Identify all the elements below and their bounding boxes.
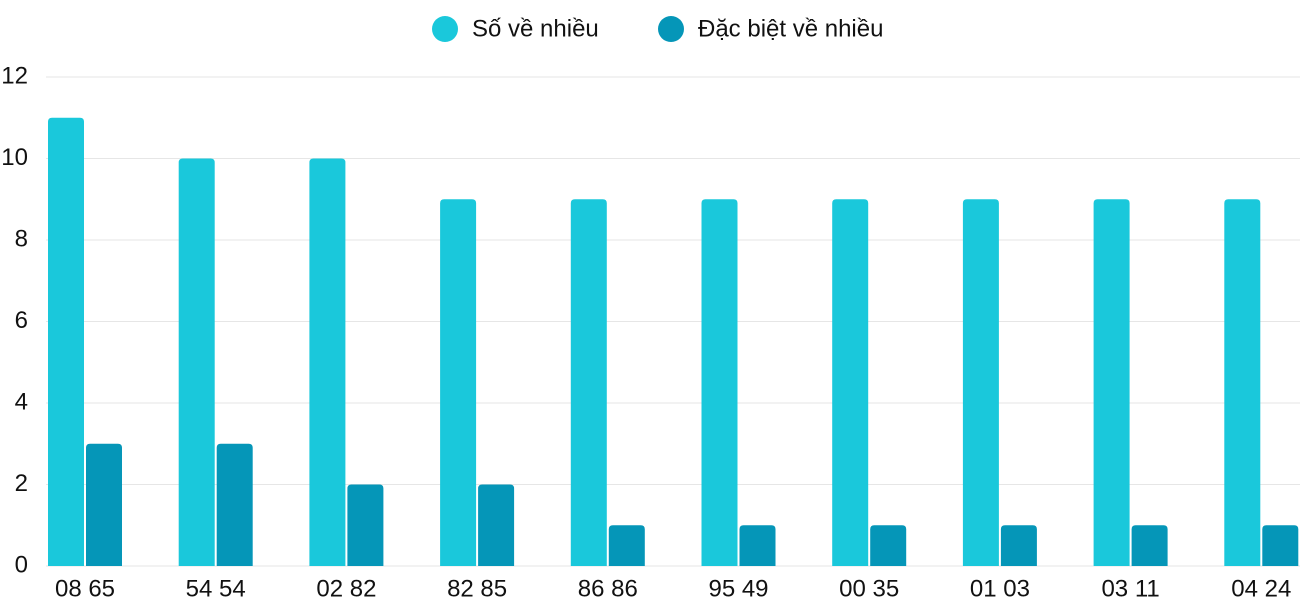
legend-label: Số về nhiều (472, 15, 599, 42)
x-tick-label: 04 24 (1231, 575, 1291, 600)
bar (962, 199, 999, 566)
legend-swatch (658, 16, 684, 42)
x-tick-label: 95 49 (708, 575, 768, 600)
y-tick-label: 6 (15, 307, 28, 334)
x-tick-label: 03 11 (1101, 575, 1159, 600)
bar (1093, 199, 1130, 566)
bar (1262, 525, 1299, 566)
x-tick-label: 86 86 (578, 575, 638, 600)
x-tick-label: 01 03 (970, 575, 1030, 600)
y-tick-label: 0 (15, 551, 28, 578)
x-tick-label: 00 35 (839, 575, 899, 600)
bar (1000, 525, 1037, 566)
bar (440, 199, 477, 566)
bar (870, 525, 907, 566)
bar (178, 158, 215, 566)
legend-label: Đặc biệt về nhiều (698, 15, 883, 42)
bar (347, 484, 384, 566)
x-tick-label: 82 85 (447, 575, 507, 600)
y-tick-label: 10 (1, 144, 28, 171)
x-tick-label: 54 54 (186, 575, 246, 600)
bar (570, 199, 607, 566)
legend-swatch (432, 16, 458, 42)
bar (309, 158, 346, 566)
bar (86, 443, 122, 566)
x-tick-label: 08 65 (55, 575, 115, 600)
bar (739, 525, 776, 566)
y-tick-label: 2 (15, 470, 28, 497)
x-tick-label: 02 82 (316, 575, 376, 600)
bar (478, 484, 515, 566)
bar (48, 117, 84, 566)
y-tick-label: 4 (15, 388, 28, 415)
bar (1224, 199, 1261, 566)
bar (701, 199, 738, 566)
bar (832, 199, 869, 566)
y-tick-label: 12 (1, 62, 28, 89)
y-tick-label: 8 (15, 225, 28, 252)
bar (1131, 525, 1168, 566)
bar (216, 443, 253, 566)
bar (608, 525, 645, 566)
